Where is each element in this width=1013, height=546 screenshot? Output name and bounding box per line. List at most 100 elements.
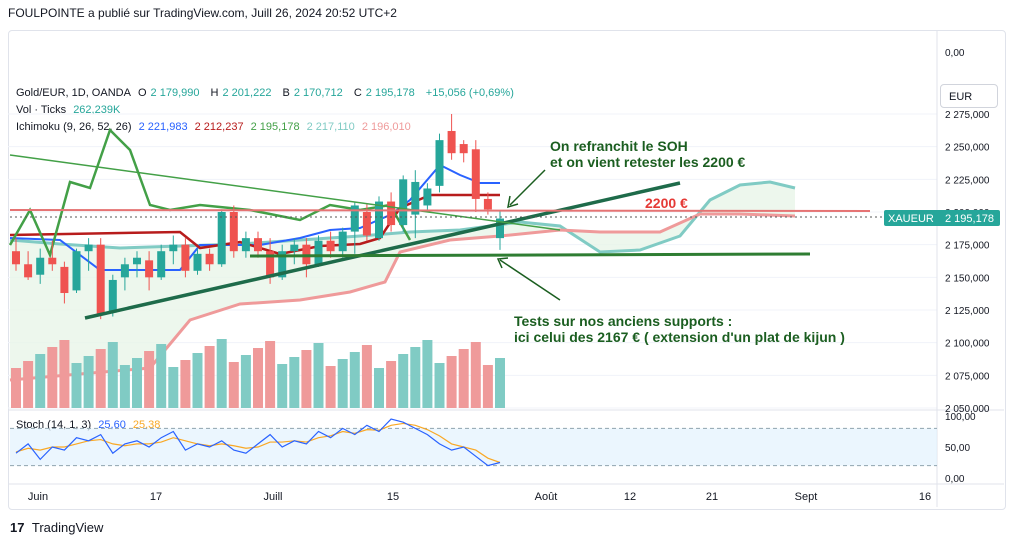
x-tick-label: 12 [624, 491, 636, 503]
candle-body [169, 244, 178, 252]
annotation-soh: On refranchit le SOH [550, 138, 688, 154]
currency-button[interactable]: EUR [940, 84, 998, 108]
volume-bar [398, 354, 409, 408]
legend-ichimoku-label: Ichimoku (9, 26, 52, 26) [16, 121, 132, 133]
stoch-pane: 100,00 50,00 0,00 [10, 412, 976, 485]
volume-bar [107, 342, 118, 408]
candle-body [387, 201, 396, 226]
x-tick-label: Juin [28, 491, 48, 503]
volume-bar [119, 365, 130, 408]
legend-span-a-value: 2 217,110 [306, 121, 355, 133]
volume-bar [144, 351, 155, 408]
kijun-line [9, 193, 500, 256]
stoch-tick-label: 50,00 [945, 443, 970, 454]
volume-bar [71, 363, 82, 408]
arrow-support-head [496, 257, 509, 269]
legend-chikou-value: 2 195,178 [250, 121, 300, 133]
candle-body [423, 188, 432, 206]
volume-bar [313, 343, 324, 408]
trendline-support [84, 181, 681, 320]
x-tick-label: Août [535, 491, 558, 503]
candle-body [60, 266, 69, 294]
candle-body [72, 251, 81, 291]
level-2200-line [9, 209, 871, 212]
legend-ichimoku-row[interactable]: Ichimoku (9, 26, 52, 26) 2 221,983 2 212… [16, 121, 415, 133]
volume-bar [422, 340, 433, 408]
stoch-tick-label: 0,00 [945, 474, 965, 485]
volume-bar [349, 352, 360, 408]
legend-symbol[interactable]: Gold/EUR, 1D, OANDA [16, 87, 131, 99]
candle-body [447, 130, 456, 154]
volume-bar [35, 354, 46, 408]
legend-volume-label: Vol · Ticks [16, 104, 67, 116]
chikou-line [8, 127, 412, 259]
volume-bar [228, 362, 239, 408]
x-tick-label: 15 [387, 491, 399, 503]
legend-volume-row[interactable]: Vol · Ticks 262,239K [16, 104, 124, 116]
legend-volume-value: 262,239K [73, 104, 121, 116]
y-tick-label: 2 100,000 [945, 339, 990, 350]
candle-body [278, 251, 287, 278]
candle-body [350, 205, 359, 232]
volume-bar [240, 355, 251, 408]
candle-body [181, 244, 190, 271]
candle-body [24, 264, 33, 278]
volume-bar [495, 358, 505, 408]
candle-body [338, 231, 347, 252]
candle-body [399, 179, 408, 226]
y-tick-label: 2 050,000 [945, 404, 990, 415]
volume-bar [301, 350, 312, 408]
candle-body [108, 279, 117, 313]
x-tick-label: Juill [264, 491, 283, 503]
annotation-2200: 2200 € [645, 195, 688, 211]
candle-body [48, 257, 57, 265]
volume-bar [11, 368, 21, 408]
candle-body [133, 257, 141, 265]
volume-bar [470, 342, 481, 408]
candle-body [193, 253, 202, 271]
volume-bar [204, 346, 215, 408]
y-tick-label: 2 250,000 [945, 143, 990, 154]
candle-body [314, 240, 323, 265]
candle-body [157, 251, 166, 278]
volume-bar [265, 341, 276, 408]
volume-bar [410, 347, 421, 408]
volume-bars [11, 339, 505, 408]
stoch-tick-label: 100,00 [945, 412, 976, 423]
y-tick-label: 2 275,000 [945, 110, 990, 121]
volume-bar [386, 361, 397, 408]
price-label-symbol: XAUEUR [888, 213, 934, 225]
x-tick-label: Sept [795, 491, 818, 503]
drawings [9, 154, 937, 320]
stoch-k-line [15, 418, 501, 467]
level-2167-line [249, 252, 811, 258]
arrow-retest-head [507, 195, 519, 209]
time-axis[interactable]: Juin 17 Juill 15 Août 12 21 Sept 16 [28, 491, 931, 503]
legend-tenkan-value: 2 221,983 [138, 121, 188, 133]
volume-bar [458, 349, 469, 408]
candle-body [459, 144, 468, 154]
span-b-line [9, 212, 796, 382]
volume-bar [59, 340, 70, 408]
x-tick-label: 16 [919, 491, 931, 503]
volume-bar [482, 365, 493, 408]
y-tick-label: 2 175,000 [945, 241, 990, 252]
candle-body [375, 201, 383, 239]
candle-body [205, 253, 214, 265]
volume-bar [374, 368, 384, 408]
y-tick-label: 2 125,000 [945, 306, 990, 317]
footer: 17 TradingView [10, 520, 103, 535]
publish-header: FOULPOINTE a publié sur TradingView.com,… [8, 6, 397, 20]
volume-bar [434, 363, 445, 408]
last-price-label [884, 210, 1000, 226]
candle-body [483, 198, 492, 210]
chart-frame[interactable] [8, 30, 1006, 510]
legend-kijun-value: 2 212,237 [194, 121, 244, 133]
